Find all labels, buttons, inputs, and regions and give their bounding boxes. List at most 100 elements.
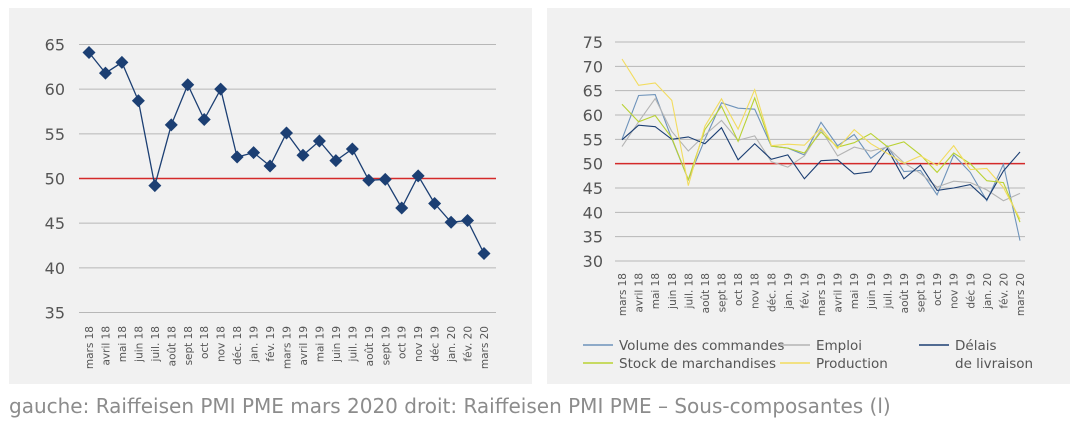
- x-tick-label: mai 18: [650, 273, 662, 309]
- x-tick-label: mars 18: [617, 273, 629, 316]
- x-tick-label: mai 19: [314, 326, 326, 362]
- data-point: [148, 179, 162, 193]
- x-tick-label: mars 20: [1015, 273, 1027, 316]
- data-point: [214, 82, 228, 96]
- x-tick-label: oct 18: [199, 326, 211, 359]
- y-tick-label: 65: [583, 82, 603, 101]
- x-tick-label: jan. 19: [783, 273, 795, 310]
- data-point: [444, 215, 458, 229]
- x-tick-label: juil. 19: [882, 273, 894, 309]
- pmi-chart: 35 40 45 50 55 60 65 mars 18 avril 18 mai 18 juin …: [45, 36, 496, 369]
- x-tick-label: mars 19: [816, 273, 828, 316]
- x-tick-label: fév. 19: [265, 326, 277, 362]
- series-line-0: [621, 94, 1021, 241]
- y-tick-label: 40: [45, 259, 65, 278]
- data-point: [461, 213, 475, 227]
- right-chart-panel: 30 35 40 45 50 55 60 65 70 75 mars 18 avril 18 mai 1…: [547, 8, 1070, 384]
- data-point: [345, 142, 359, 156]
- y-tick-label: 45: [583, 179, 603, 198]
- x-tick-label: avril 19: [298, 326, 310, 366]
- x-tick-label: jan. 20: [446, 326, 458, 363]
- series-line-1: [621, 97, 1021, 202]
- legend-label: Délais: [955, 338, 997, 354]
- data-point: [378, 172, 392, 186]
- data-point: [247, 146, 261, 160]
- x-tick-label: fév. 20: [463, 326, 475, 362]
- legend-label: Volume des commandes: [619, 338, 784, 354]
- x-tick-label: juil. 19: [347, 326, 359, 362]
- x-tick-label: nov 19: [949, 273, 961, 309]
- x-tick-label: sept 18: [717, 273, 729, 312]
- y-tick-label: 65: [45, 36, 65, 55]
- x-tick-label: août 19: [364, 326, 376, 366]
- x-tick-label: juin 18: [133, 326, 145, 363]
- x-tick-label: août 18: [166, 326, 178, 366]
- x-tick-label: mars 18: [84, 326, 96, 369]
- x-tick-label: mars 19: [282, 326, 294, 369]
- y-tick-label: 55: [45, 125, 65, 144]
- data-point: [296, 148, 310, 162]
- y-tick-label: 40: [583, 203, 603, 222]
- subcomponents-chart: 30 35 40 45 50 55 60 65 70 75 mars 18 avril 18 mai 1…: [583, 33, 1033, 372]
- data-point: [115, 55, 129, 69]
- data-point: [362, 173, 376, 187]
- x-tick-label: oct 19: [397, 326, 409, 359]
- y-tick-label: 75: [583, 33, 603, 52]
- data-point: [131, 94, 145, 108]
- legend-label: Stock de marchandises: [619, 356, 776, 372]
- series-line-4: [621, 58, 1021, 220]
- legend-label: de livraison: [955, 356, 1033, 372]
- data-point: [197, 113, 211, 127]
- series-line-2: [621, 124, 1021, 201]
- x-tick-label: avril 18: [634, 273, 646, 313]
- data-point: [98, 66, 112, 80]
- legend-label: Production: [816, 356, 888, 372]
- x-tick-label: nov 18: [750, 273, 762, 309]
- data-point: [181, 78, 195, 92]
- y-tick-label: 35: [583, 228, 603, 247]
- x-tick-label: juin 19: [866, 273, 878, 310]
- x-tick-label: fév. 20: [998, 273, 1010, 309]
- data-point: [329, 154, 343, 168]
- x-tick-label: nov 19: [413, 326, 425, 362]
- y-tick-label: 60: [583, 106, 603, 125]
- x-tick-label: déc. 18: [766, 273, 778, 312]
- x-tick-label: mai 18: [117, 326, 129, 362]
- x-tick-label: sept 18: [183, 326, 195, 365]
- x-tick-label: sept 19: [916, 273, 928, 312]
- y-tick-label: 45: [45, 214, 65, 233]
- x-tick-label: fév. 19: [799, 273, 811, 309]
- x-tick-label: août 18: [700, 273, 712, 313]
- figure-caption: gauche: Raiffeisen PMI PME mars 2020 dro…: [9, 394, 891, 418]
- data-point: [82, 46, 96, 60]
- x-tick-label: déc 19: [965, 273, 977, 309]
- x-tick-label: mars 20: [479, 326, 491, 369]
- x-tick-label: jan. 20: [982, 273, 994, 310]
- x-tick-label: avril 19: [833, 273, 845, 313]
- y-tick-label: 35: [45, 304, 65, 323]
- data-point: [477, 247, 491, 261]
- x-tick-label: juil. 18: [150, 326, 162, 362]
- x-tick-label: déc 19: [430, 326, 442, 362]
- data-point: [428, 197, 442, 211]
- x-tick-label: mai 19: [849, 273, 861, 309]
- data-point: [312, 134, 326, 148]
- y-tick-label: 60: [45, 80, 65, 99]
- data-point: [395, 201, 409, 215]
- x-tick-label: oct 18: [733, 273, 745, 306]
- legend-label: Emploi: [816, 338, 862, 354]
- y-tick-label: 50: [583, 155, 603, 174]
- y-tick-label: 50: [45, 170, 65, 189]
- x-tick-label: juin 19: [331, 326, 343, 363]
- y-tick-label: 55: [583, 130, 603, 149]
- x-tick-label: sept 19: [380, 326, 392, 365]
- y-tick-label: 30: [583, 252, 603, 271]
- x-tick-label: nov 18: [216, 326, 228, 362]
- x-tick-label: avril 18: [100, 326, 112, 366]
- data-point: [411, 169, 425, 183]
- x-tick-label: juil. 18: [683, 273, 695, 309]
- data-point: [280, 126, 293, 140]
- x-tick-label: oct 19: [932, 273, 944, 306]
- data-point: [164, 118, 178, 132]
- y-tick-label: 70: [583, 57, 603, 76]
